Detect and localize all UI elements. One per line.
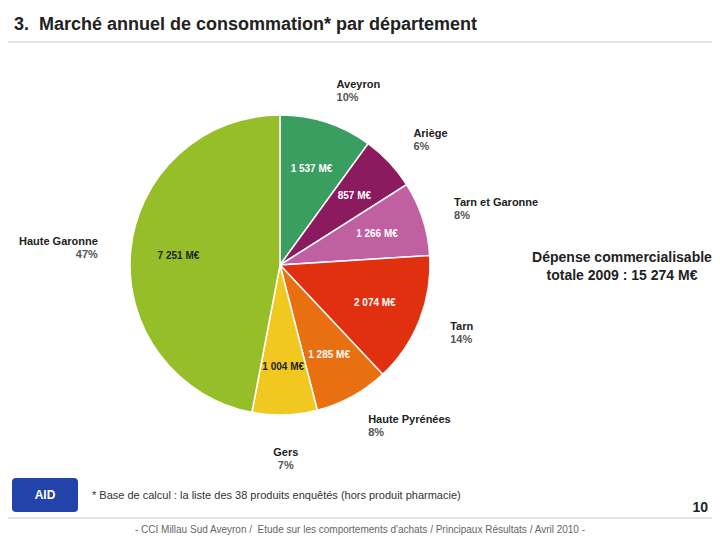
slice [130,115,280,412]
page-number: 10 [692,499,708,515]
logo [12,478,78,512]
footnote: * Base de calcul : la liste des 38 produ… [92,489,461,501]
category-label: Tarn [450,320,473,332]
category-label: Haute Garonne [19,235,98,247]
percent-label: 7% [278,459,294,471]
percent-label: 14% [450,333,472,345]
category-label: Tarn et Garonne [454,196,538,208]
category-label: Gers [273,446,298,458]
separator [8,518,712,519]
chart: 3. Marché annuel de consommation* par dé… [0,0,720,540]
amount-label: 1 266 M€ [356,228,398,239]
logo-text: AID [35,488,56,502]
percent-label: 6% [413,140,429,152]
category-label: Ariège [413,127,447,139]
labels: 1 537 M€ Aveyron10% 857 M€ Ariège6% 1 266 M€… [19,78,538,470]
category-label: Haute Pyrénées [368,413,451,425]
slice [280,185,430,265]
percent-label: 47% [76,248,98,260]
percent-label: 8% [454,209,470,221]
amount-label: 7 251 M€ [158,250,200,261]
pie [130,115,430,415]
title: 3. Marché annuel de consommation* par dé… [14,14,477,34]
footer: - CCI Millau Sud Aveyron / Etude sur les… [135,524,585,535]
amount-label: 857 M€ [338,190,372,201]
amount-label: 1 285 M€ [308,349,350,360]
separator [8,42,712,43]
amount-label: 1 004 M€ [262,361,304,372]
amount-label: 1 537 M€ [291,162,333,173]
percent-label: 8% [368,426,384,438]
amount-label: 2 074 M€ [354,297,396,308]
category-label: Aveyron [337,78,381,90]
total-label: Dépense commercialisabletotale 2009 : 15… [532,249,712,283]
percent-label: 10% [337,91,359,103]
